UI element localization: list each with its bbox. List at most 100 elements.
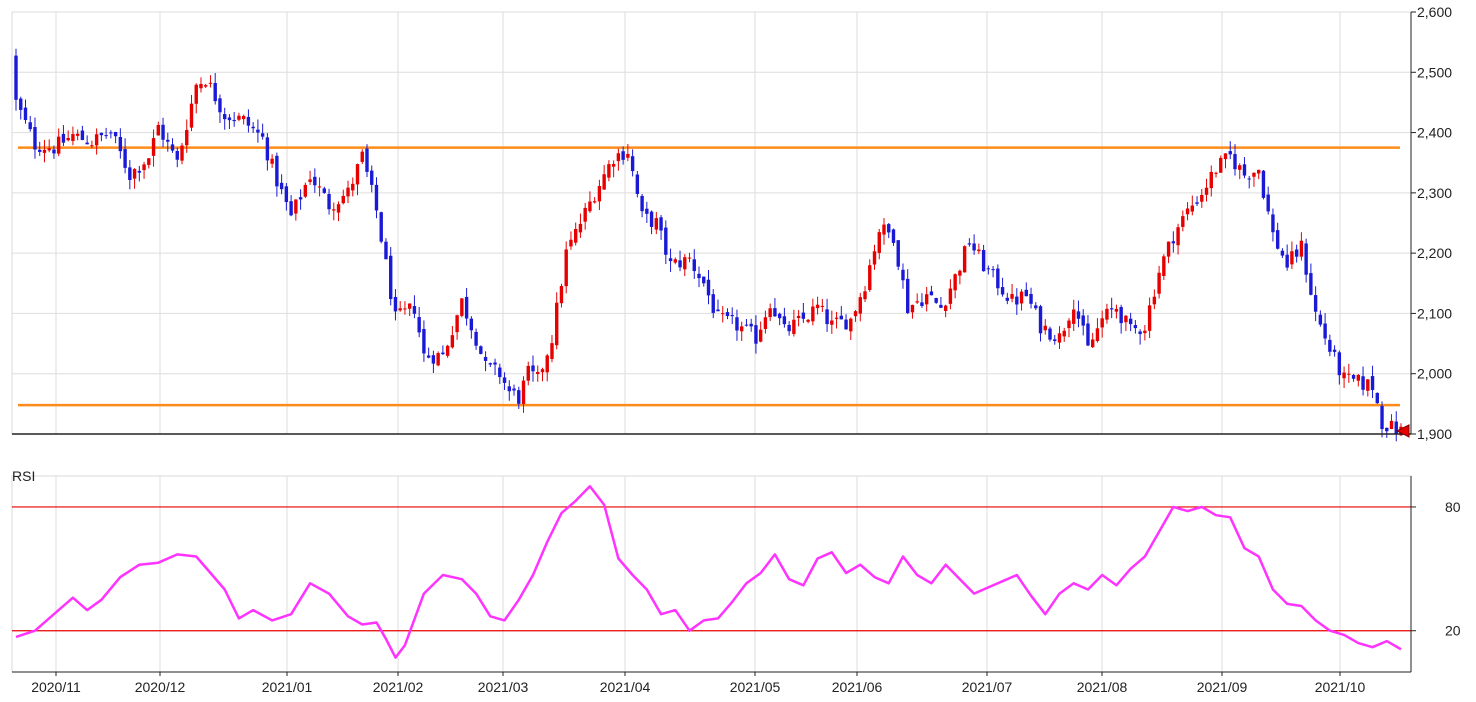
candle bbox=[507, 380, 511, 401]
date-tick-label: 2021/04 bbox=[600, 679, 651, 695]
candle bbox=[550, 334, 554, 363]
candle bbox=[1185, 202, 1190, 221]
candle bbox=[436, 351, 440, 367]
candle bbox=[1242, 157, 1247, 179]
candle bbox=[583, 202, 587, 230]
candle bbox=[578, 213, 583, 238]
candle bbox=[830, 310, 834, 334]
last-price-marker-icon bbox=[1395, 424, 1410, 438]
candle bbox=[80, 125, 85, 141]
candle bbox=[251, 122, 255, 133]
candle bbox=[289, 195, 293, 217]
candle bbox=[479, 345, 483, 355]
candle bbox=[1081, 309, 1085, 336]
candle bbox=[782, 307, 787, 328]
candle bbox=[1299, 232, 1304, 261]
candle bbox=[592, 197, 597, 204]
candle bbox=[389, 247, 393, 306]
candle bbox=[1328, 334, 1332, 357]
candle bbox=[469, 316, 474, 339]
candle bbox=[464, 288, 469, 326]
rsi-tick-label: 20 bbox=[1445, 623, 1461, 639]
candle bbox=[1285, 244, 1289, 271]
candle bbox=[744, 319, 749, 327]
candle bbox=[498, 363, 502, 385]
candle bbox=[132, 168, 137, 189]
date-tick-label: 2021/07 bbox=[962, 679, 1013, 695]
candle bbox=[175, 147, 179, 168]
candle bbox=[1062, 327, 1066, 342]
candle bbox=[1323, 313, 1327, 345]
candle bbox=[393, 289, 398, 321]
candle bbox=[346, 180, 350, 204]
candle bbox=[531, 355, 535, 382]
candle bbox=[834, 311, 839, 329]
candle bbox=[370, 165, 374, 193]
candle bbox=[815, 296, 820, 315]
candle bbox=[232, 112, 236, 127]
rsi-line bbox=[15, 485, 1402, 659]
candle bbox=[735, 309, 739, 341]
candle bbox=[977, 243, 981, 255]
candle bbox=[796, 310, 801, 327]
candle bbox=[569, 231, 573, 250]
price-tick-label: 2,100 bbox=[1417, 305, 1452, 321]
candle bbox=[1266, 186, 1270, 215]
candle bbox=[1366, 379, 1370, 397]
candle bbox=[327, 188, 331, 215]
candle bbox=[768, 303, 772, 322]
candle bbox=[1332, 345, 1337, 357]
candle bbox=[924, 286, 929, 312]
candle bbox=[227, 114, 232, 130]
candle bbox=[204, 83, 208, 88]
candle bbox=[981, 244, 986, 272]
candle bbox=[488, 362, 493, 368]
candle bbox=[1053, 334, 1057, 345]
date-tick-label: 2021/05 bbox=[730, 679, 781, 695]
candle bbox=[1280, 248, 1285, 258]
candle bbox=[863, 286, 867, 302]
candle bbox=[1166, 241, 1171, 264]
candle bbox=[412, 295, 417, 319]
candle bbox=[891, 228, 896, 246]
candle bbox=[1238, 163, 1242, 180]
candle bbox=[659, 214, 663, 240]
candle bbox=[1342, 366, 1346, 388]
candle bbox=[1100, 310, 1104, 338]
candle bbox=[654, 211, 659, 235]
candle bbox=[678, 250, 682, 272]
candle bbox=[23, 99, 28, 124]
candle bbox=[1389, 414, 1394, 430]
candle bbox=[740, 321, 744, 341]
candle bbox=[887, 222, 891, 239]
candle bbox=[1290, 241, 1294, 270]
rsi-series bbox=[15, 485, 1402, 659]
candle bbox=[189, 94, 194, 132]
candle bbox=[749, 318, 753, 332]
candle bbox=[90, 140, 94, 149]
rsi-y-axis: 80 20 bbox=[1410, 476, 1461, 672]
price-tick-label: 2,200 bbox=[1417, 245, 1452, 261]
price-grid bbox=[11, 11, 1412, 435]
candle bbox=[1176, 223, 1180, 255]
candle bbox=[777, 312, 782, 326]
candle bbox=[1190, 195, 1195, 216]
candle bbox=[825, 298, 829, 332]
candle bbox=[616, 148, 621, 171]
candle bbox=[1271, 208, 1275, 242]
candle bbox=[1171, 231, 1176, 253]
date-tick-label: 2021/08 bbox=[1077, 679, 1128, 695]
candle bbox=[929, 285, 934, 296]
candle bbox=[360, 149, 364, 165]
candle bbox=[1019, 289, 1024, 311]
candle bbox=[1219, 155, 1223, 173]
candle bbox=[626, 144, 630, 162]
date-tick-label: 2021/10 bbox=[1315, 679, 1366, 695]
candle bbox=[455, 314, 459, 340]
rsi-title: RSI bbox=[12, 468, 35, 484]
candle bbox=[754, 315, 758, 354]
candle bbox=[194, 83, 198, 114]
candle bbox=[1157, 265, 1161, 299]
candle bbox=[61, 125, 66, 147]
